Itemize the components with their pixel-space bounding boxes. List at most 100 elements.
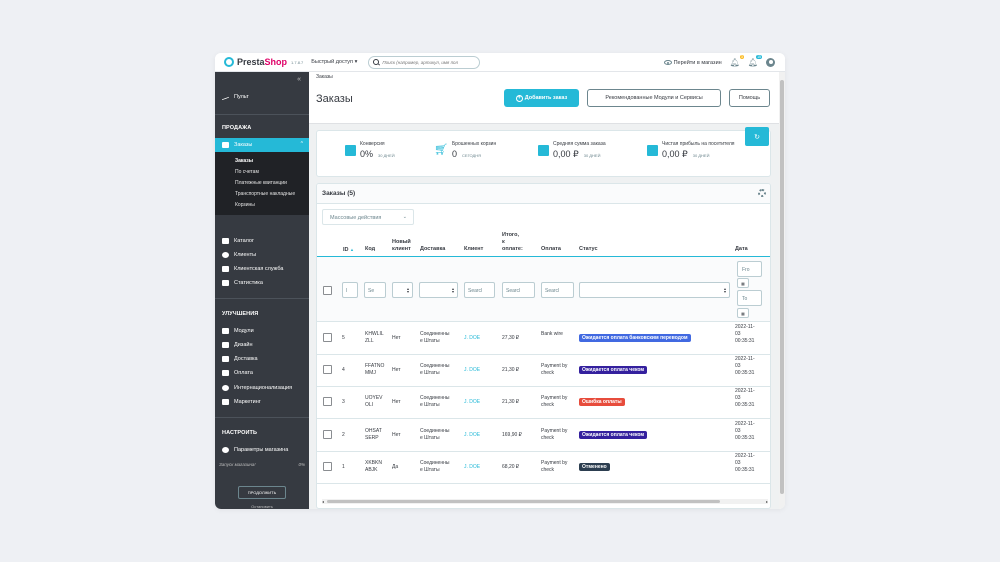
filter-payment-input[interactable]: Searcl [541, 282, 574, 298]
order-payment-cell: Payment by check [541, 460, 568, 473]
order-total-cell: 169,90 ₽ [502, 432, 522, 438]
breadcrumb[interactable]: Заказы [316, 74, 333, 80]
sidebar-item-payment[interactable]: Оплата [222, 370, 253, 376]
row-checkbox[interactable] [323, 333, 332, 342]
sidebar-sub-carts[interactable]: Корзины [235, 202, 255, 208]
vertical-scrollbar-thumb[interactable] [780, 80, 784, 494]
bulk-actions-dropdown[interactable]: Массовые действия ⌄ [322, 209, 414, 225]
sidebar-item-marketing[interactable]: Маркетинг [222, 399, 261, 405]
column-total[interactable]: Итого, к оплате: [502, 232, 523, 252]
calendar-icon[interactable]: ▦ [737, 308, 749, 318]
add-order-button[interactable]: + Добавить заказ [504, 89, 579, 107]
stop-link[interactable]: Остановить [251, 504, 273, 509]
sidebar-item-design[interactable]: Дизайн [222, 342, 253, 348]
row-checkbox[interactable] [323, 462, 332, 471]
order-total-cell: 21,30 ₽ [502, 367, 520, 373]
column-status[interactable]: Статус [579, 246, 598, 252]
row-checkbox[interactable] [323, 397, 332, 406]
kpi-value: 0,00 ₽ [662, 149, 688, 159]
user-icon[interactable] [766, 58, 775, 67]
help-button[interactable]: Помощь [729, 89, 770, 107]
collapse-sidebar-icon[interactable]: « [297, 76, 301, 83]
recommended-modules-button[interactable]: Рекомендованные Модули и Сервисы [587, 89, 721, 107]
column-date[interactable]: Дата [735, 246, 748, 252]
top-bar: PrestaShop 1.7.8.7 Быстрый доступ ▾ Пере… [215, 53, 785, 72]
filter-total-input[interactable]: Searcl [502, 282, 535, 298]
orders-menu-group: Заказы ^ Заказы По счетам Платежные квит… [215, 138, 309, 215]
sidebar-item-label: Доставка [234, 356, 258, 362]
customers-notification[interactable]: 🔔︎ 15 [748, 55, 762, 67]
sidebar-sub-delivery-slips[interactable]: Транспортные накладные [235, 191, 296, 197]
column-reference[interactable]: Код [365, 246, 376, 252]
filter-status-select[interactable]: ▴ ▾ [579, 282, 730, 298]
filter-date-from[interactable]: Fro [737, 261, 762, 277]
row-checkbox[interactable] [323, 430, 332, 439]
page-header: Заказы Заказы + Добавить заказ Рекомендо… [309, 72, 779, 124]
horizontal-scrollbar[interactable]: ◂ ▸ [322, 499, 768, 504]
column-new-client[interactable]: Новый клиент [392, 239, 411, 252]
column-customer[interactable]: Клиент [464, 246, 484, 252]
sidebar-sub-orders[interactable]: Заказы [235, 158, 254, 164]
prestashop-logo[interactable]: PrestaShop 1.7.8.7 [224, 57, 303, 67]
orders-notification[interactable]: 🔔︎ 3 [730, 55, 744, 67]
horizontal-scrollbar-thumb[interactable] [327, 500, 720, 503]
search-box[interactable] [368, 55, 481, 69]
filter-customer-input[interactable]: Searcl [464, 282, 495, 298]
order-customer-link[interactable]: J. DOE [464, 464, 481, 470]
order-customer-link[interactable]: J. DOE [464, 399, 481, 405]
filter-delivery-select[interactable]: ▴ ▾ [419, 282, 458, 298]
filter-reference-input[interactable]: Se [364, 282, 386, 298]
account-box-icon [647, 145, 658, 156]
filter-new-client-select[interactable]: ▴ ▾ [392, 282, 413, 298]
sidebar-item-international[interactable]: Интернационализация [222, 385, 292, 391]
sidebar-item-orders[interactable] [215, 138, 309, 152]
column-payment[interactable]: Оплата [541, 246, 561, 252]
view-shop-link[interactable]: Перейти в магазин [663, 60, 722, 66]
row-checkbox[interactable] [323, 365, 332, 374]
gear-icon[interactable] [758, 189, 766, 197]
refresh-icon[interactable]: ↻ [745, 127, 769, 146]
order-customer-link[interactable]: J. DOE [464, 335, 481, 341]
filter-id-input[interactable]: I [342, 282, 358, 298]
order-date-cell: 2022-11- 03 00:35:31 [735, 453, 755, 473]
order-row[interactable]: 2 OHSAT SERP Нет Соединенны е Штаты J. DOE 16… [317, 420, 770, 452]
scroll-left-icon[interactable]: ◂ [322, 499, 325, 504]
order-customer-link[interactable]: J. DOE [464, 367, 481, 373]
quick-access-dropdown[interactable]: Быстрый доступ ▾ [311, 59, 358, 65]
scroll-right-icon[interactable]: ▸ [765, 499, 768, 504]
vertical-scrollbar[interactable] [779, 72, 785, 509]
sidebar-item-shipping[interactable]: Доставка [222, 356, 258, 362]
select-all-checkbox[interactable] [323, 286, 332, 295]
sidebar-sub-credit-slips[interactable]: Платежные квитанции [235, 180, 287, 186]
sidebar-item-customers[interactable]: Клиенты [222, 252, 256, 258]
sidebar-item-modules[interactable]: Модули [222, 328, 254, 334]
search-input[interactable] [382, 59, 478, 65]
kpi-value: 0 [452, 149, 458, 159]
sidebar-sub-invoices[interactable]: По счетам [235, 169, 259, 175]
puzzle-icon [222, 328, 229, 334]
column-id[interactable]: ID ▲ [343, 246, 354, 254]
sidebar-item-stats[interactable]: Статистика [222, 280, 263, 286]
order-id-cell: 4 [342, 367, 345, 373]
order-customer-link[interactable]: J. DOE [464, 432, 481, 438]
order-delivery-cell: Соединенны е Штаты [420, 331, 450, 344]
order-row[interactable]: 3 UOYEV OLI Нет Соединенны е Штаты J. DOE 21,… [317, 387, 770, 419]
calendar-icon[interactable]: ▦ [737, 278, 749, 288]
order-delivery-cell: Соединенны е Штаты [420, 363, 450, 376]
order-row[interactable]: 1 XKBKN ABJK Да Соединенны е Штаты J. DOE 68,… [317, 452, 770, 484]
sidebar-item-customer-service[interactable]: Клиентская служба [222, 266, 283, 272]
order-row[interactable]: 4 FFATNO MMJ Нет Соединенны е Штаты J. DOE 21… [317, 355, 770, 387]
order-id-cell: 5 [342, 335, 345, 341]
sidebar-item-orders-label-wrap[interactable]: Заказы [222, 142, 252, 148]
order-reference-cell: KHWLIL ZLL [365, 331, 384, 344]
sidebar-item-shop-parameters[interactable]: Параметры магазина [222, 447, 288, 453]
column-delivery[interactable]: Доставка [420, 246, 446, 252]
sidebar-item-dashboard[interactable]: Пульт [222, 93, 249, 101]
sidebar-item-label: Клиентская служба [234, 266, 284, 272]
prestashop-logo-icon [224, 57, 234, 67]
continue-button[interactable]: ПРОДОЛЖИТЬ [238, 486, 286, 499]
order-row[interactable]: 5 KHWLIL ZLL Нет Соединенны е Штаты J. DOE 27… [317, 323, 770, 355]
sidebar-item-catalog[interactable]: Каталог [222, 238, 254, 244]
filter-date-to[interactable]: To [737, 290, 762, 306]
column-id-label: ID [343, 247, 349, 253]
